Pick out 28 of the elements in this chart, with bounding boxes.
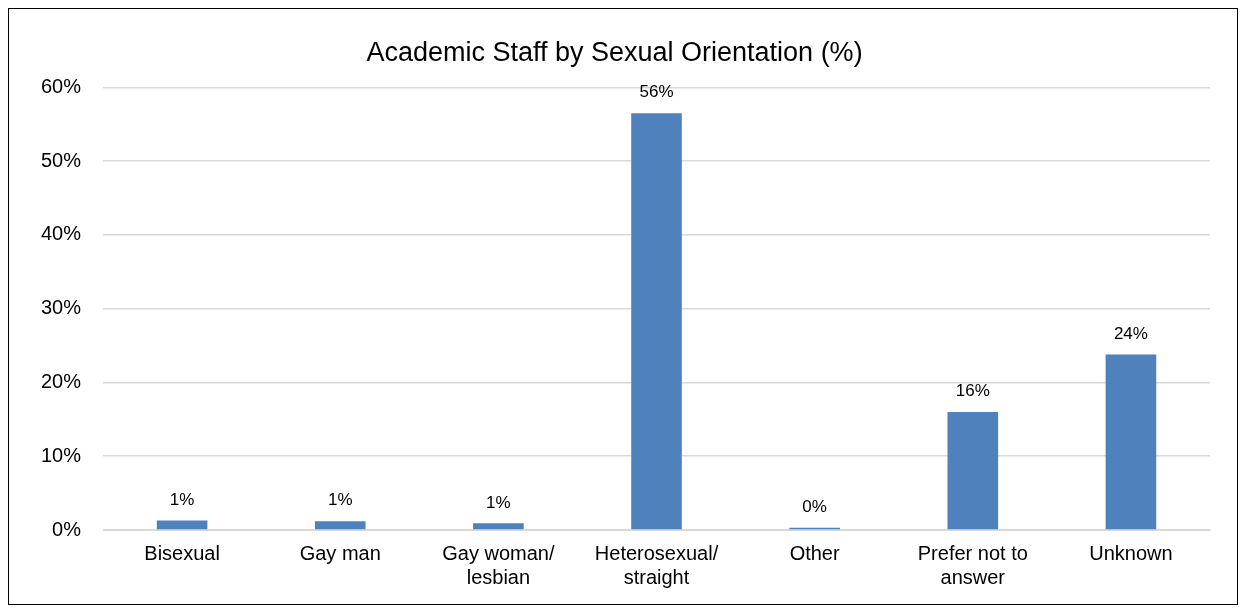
x-tick-label: Heterosexual/ straight bbox=[594, 541, 719, 588]
data-label: 1% bbox=[327, 490, 353, 510]
x-tick-label: Bisexual bbox=[144, 541, 220, 564]
data-label: 1% bbox=[169, 489, 195, 509]
bar bbox=[314, 521, 366, 530]
bar bbox=[156, 520, 208, 530]
x-tick-label: Unknown bbox=[1089, 541, 1173, 564]
y-tick-label: 30% bbox=[41, 296, 82, 319]
bar bbox=[631, 113, 682, 530]
y-tick-label: 20% bbox=[41, 369, 82, 392]
y-tick-label: 60% bbox=[41, 74, 82, 97]
bar bbox=[947, 411, 999, 530]
y-tick-label: 40% bbox=[41, 222, 82, 245]
y-tick-label: 0% bbox=[52, 517, 82, 540]
chart-title: Academic Staff by Sexual Orientation (%) bbox=[366, 36, 863, 67]
data-label: 56% bbox=[639, 82, 674, 102]
bar bbox=[473, 523, 524, 530]
y-tick-label: 10% bbox=[41, 443, 82, 466]
data-label: 16% bbox=[955, 381, 990, 401]
x-tick-label: Gay woman/ lesbian bbox=[442, 541, 555, 588]
x-tick-label: Other bbox=[789, 541, 840, 564]
data-label: 0% bbox=[802, 496, 827, 516]
x-tick-label: Prefer not to answer bbox=[917, 541, 1028, 588]
data-label: 1% bbox=[486, 492, 511, 512]
bar bbox=[1105, 354, 1157, 530]
y-tick-label: 50% bbox=[41, 148, 82, 171]
data-label: 24% bbox=[1113, 323, 1148, 343]
x-tick-label: Gay man bbox=[299, 541, 381, 564]
